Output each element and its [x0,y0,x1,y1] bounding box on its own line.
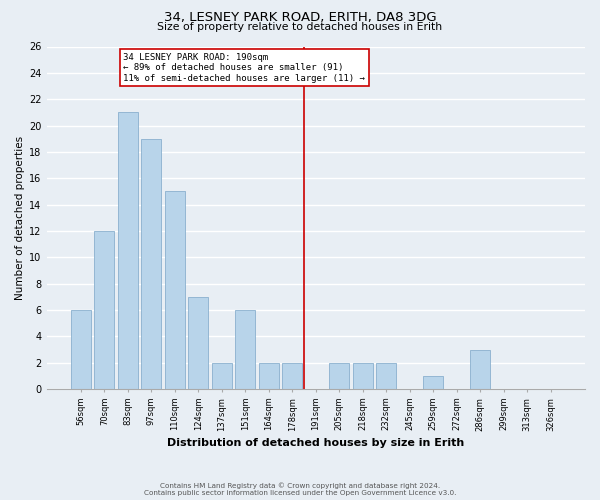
X-axis label: Distribution of detached houses by size in Erith: Distribution of detached houses by size … [167,438,464,448]
Bar [118,112,138,389]
Bar [212,362,232,389]
Bar [165,192,185,389]
Bar [94,231,115,389]
Bar [259,362,279,389]
Bar [470,350,490,389]
Text: Contains HM Land Registry data © Crown copyright and database right 2024.: Contains HM Land Registry data © Crown c… [160,482,440,489]
Text: Size of property relative to detached houses in Erith: Size of property relative to detached ho… [157,22,443,32]
Text: 34 LESNEY PARK ROAD: 190sqm
← 89% of detached houses are smaller (91)
11% of sem: 34 LESNEY PARK ROAD: 190sqm ← 89% of det… [123,53,365,83]
Bar [71,310,91,389]
Bar [329,362,349,389]
Bar [423,376,443,389]
Bar [353,362,373,389]
Text: Contains public sector information licensed under the Open Government Licence v3: Contains public sector information licen… [144,490,456,496]
Text: 34, LESNEY PARK ROAD, ERITH, DA8 3DG: 34, LESNEY PARK ROAD, ERITH, DA8 3DG [164,11,436,24]
Bar [235,310,256,389]
Bar [142,138,161,389]
Y-axis label: Number of detached properties: Number of detached properties [15,136,25,300]
Bar [376,362,396,389]
Bar [283,362,302,389]
Bar [188,297,208,389]
